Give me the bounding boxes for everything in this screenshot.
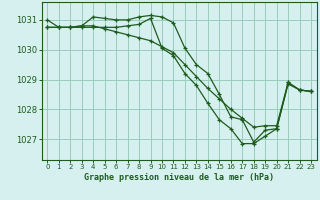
X-axis label: Graphe pression niveau de la mer (hPa): Graphe pression niveau de la mer (hPa): [84, 173, 274, 182]
